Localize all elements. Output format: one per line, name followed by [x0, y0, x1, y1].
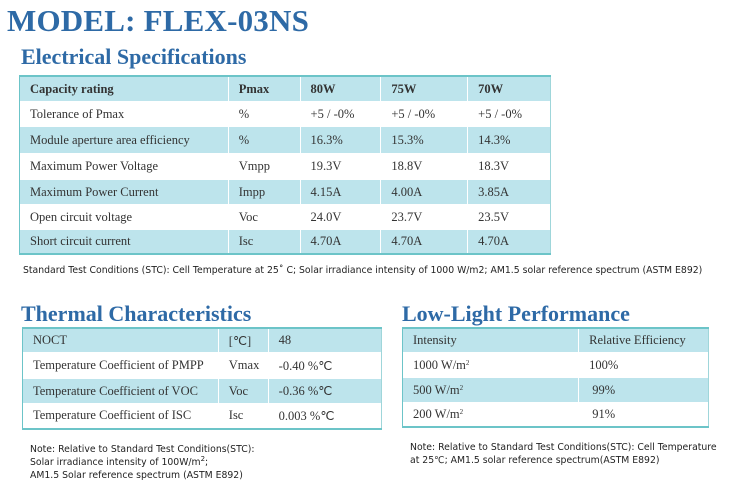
table-row: 200 W/m2 91%: [402, 402, 709, 427]
row-value-75w: +5 / -0%: [380, 101, 469, 127]
row-value-80w: 16.3%: [300, 127, 382, 153]
row-unit: %: [228, 101, 301, 127]
table-row: Temperature Coefficient of ISC Isc 0.003…: [22, 403, 382, 429]
header-relative-efficiency: Relative Efficiency: [578, 328, 709, 352]
row-value-80w: +5 / -0%: [300, 101, 382, 127]
thermal-note-line-3: AM1.5 Solar reference spectrum (ASTM E89…: [30, 470, 243, 481]
model-title: MODEL: FLEX-03NS: [7, 3, 310, 38]
row-value-70w: 3.85A: [467, 180, 551, 204]
superscript: 2: [465, 358, 470, 367]
row-intensity: 200 W/m2: [402, 402, 580, 427]
row-value-75w: 4.00A: [380, 180, 469, 204]
low-light-note-line-1: Note: Relative to Standard Test Conditio…: [410, 442, 717, 453]
stc-note-text: Standard Test Conditions (STC): Cell Tem…: [23, 265, 703, 276]
table-row: Short circuit current Isc 4.70A 4.70A 4.…: [19, 230, 551, 254]
table-row: Maximum Power Voltage Vmpp 19.3V 18.8V 1…: [19, 153, 551, 180]
row-unit: [℃]: [218, 328, 269, 352]
thermal-note-line-2: Solar irradiance intensity of 100W/m2;: [30, 456, 254, 469]
row-label: Temperature Coefficient of VOC: [22, 379, 219, 403]
table-row: 1000 W/m2 100%: [402, 352, 709, 378]
row-value: 48: [268, 328, 382, 352]
row-unit: %: [228, 127, 301, 153]
row-label: NOCT: [22, 328, 219, 352]
electrical-specifications-heading: Electrical Specifications: [21, 44, 247, 69]
row-value: -0.36 %℃: [268, 379, 382, 403]
low-light-performance-heading: Low-Light Performance: [402, 301, 630, 326]
superscript: 2: [459, 407, 464, 416]
row-unit: Isc: [218, 403, 269, 429]
table-header-row: Intensity Relative Efficiency: [402, 328, 709, 352]
table-header-row: Capacity rating Pmax 80W 75W 70W: [19, 76, 551, 101]
row-efficiency: 100%: [578, 352, 709, 378]
row-label: Tolerance of Pmax: [19, 101, 229, 127]
superscript: 2: [200, 455, 206, 463]
row-unit: Vmax: [218, 352, 269, 379]
row-label: Temperature Coefficient of ISC: [22, 403, 219, 429]
superscript: 2: [459, 383, 464, 392]
table-row: Module aperture area efficiency % 16.3% …: [19, 127, 551, 153]
table-row: Temperature Coefficient of PMPP Vmax -0.…: [22, 352, 382, 379]
header-75w: 75W: [380, 76, 469, 101]
row-value: 0.003 %℃: [268, 403, 382, 429]
row-efficiency: 99%: [578, 378, 709, 402]
table-row: Tolerance of Pmax % +5 / -0% +5 / -0% +5…: [19, 101, 551, 127]
header-intensity: Intensity: [402, 328, 580, 352]
intensity-text: 200 W/m: [413, 406, 460, 421]
row-value-70w: 23.5V: [467, 204, 551, 230]
row-label: Module aperture area efficiency: [19, 127, 229, 153]
row-value-75w: 23.7V: [380, 204, 469, 230]
table-row: Open circuit voltage Voc 24.0V 23.7V 23.…: [19, 204, 551, 230]
row-unit: Vmpp: [228, 153, 301, 180]
row-value-75w: 18.8V: [380, 153, 469, 180]
header-pmax: Pmax: [228, 76, 301, 101]
row-value-80w: 4.70A: [300, 230, 382, 254]
stc-note: Standard Test Conditions (STC): Cell Tem…: [23, 264, 702, 277]
header-capacity-rating: Capacity rating: [19, 76, 229, 101]
thermal-characteristics-table: NOCT [℃] 48 Temperature Coefficient of P…: [22, 327, 382, 430]
row-value-80w: 4.15A: [300, 180, 382, 204]
row-unit: Impp: [228, 180, 301, 204]
header-70w: 70W: [467, 76, 551, 101]
table-row: NOCT [℃] 48: [22, 328, 382, 352]
electrical-specifications-table: Capacity rating Pmax 80W 75W 70W Toleran…: [19, 75, 551, 255]
row-value-75w: 15.3%: [380, 127, 469, 153]
row-label: Maximum Power Current: [19, 180, 229, 204]
row-value: -0.40 %℃: [268, 352, 382, 379]
thermal-note-line-1: Note: Relative to Standard Test Conditio…: [30, 444, 255, 455]
row-label: Short circuit current: [19, 230, 229, 254]
row-label: Temperature Coefficient of PMPP: [22, 352, 219, 379]
low-light-note: Note: Relative to Standard Test Conditio…: [410, 441, 717, 467]
intensity-text: 500 W/m: [413, 382, 460, 397]
thermal-characteristics-heading: Thermal Characteristics: [21, 301, 252, 326]
intensity-text: 1000 W/m: [413, 357, 466, 372]
low-light-note-line-2: at 25℃; AM1.5 solar reference spectrum(A…: [410, 455, 660, 466]
low-light-performance-table: Intensity Relative Efficiency 1000 W/m2 …: [402, 327, 709, 428]
table-row: 500 W/m2 99%: [402, 378, 709, 402]
row-unit: Isc: [228, 230, 301, 254]
thermal-note-line-2-end: ;: [205, 457, 209, 468]
row-label: Maximum Power Voltage: [19, 153, 229, 180]
row-unit: Voc: [228, 204, 301, 230]
table-row: Temperature Coefficient of VOC Voc -0.36…: [22, 379, 382, 403]
row-efficiency: 91%: [578, 402, 709, 427]
row-value-80w: 19.3V: [300, 153, 382, 180]
row-unit: Voc: [218, 379, 269, 403]
row-value-70w: 18.3V: [467, 153, 551, 180]
header-80w: 80W: [300, 76, 382, 101]
row-intensity: 500 W/m2: [402, 378, 580, 402]
thermal-note-line-2-text: Solar irradiance intensity of 100W/m: [30, 457, 201, 468]
thermal-note: Note: Relative to Standard Test Conditio…: [30, 443, 254, 482]
row-intensity: 1000 W/m2: [402, 352, 580, 378]
row-value-70w: 4.70A: [467, 230, 551, 254]
table-row: Maximum Power Current Impp 4.15A 4.00A 3…: [19, 180, 551, 204]
row-value-70w: 14.3%: [467, 127, 551, 153]
row-value-75w: 4.70A: [380, 230, 469, 254]
row-value-80w: 24.0V: [300, 204, 382, 230]
row-value-70w: +5 / -0%: [467, 101, 551, 127]
row-label: Open circuit voltage: [19, 204, 229, 230]
